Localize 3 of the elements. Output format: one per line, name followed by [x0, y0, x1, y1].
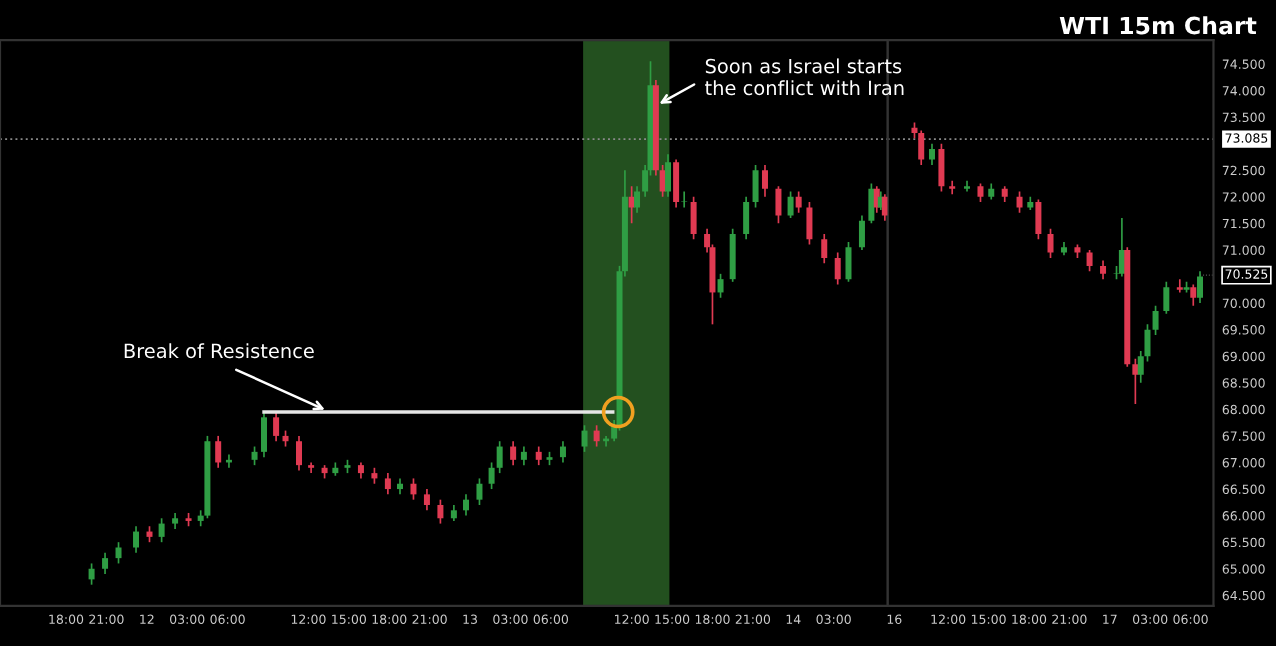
annotation: Break of Resistence — [124, 343, 314, 359]
annotation: Soon as Israel starts the conflict with Iran — [705, 58, 904, 96]
chart-title: WTI 15m Chart — [1059, 16, 1257, 35]
